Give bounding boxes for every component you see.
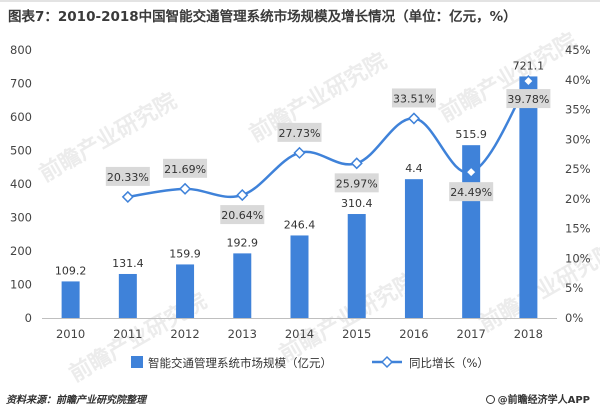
growth-label-box (163, 158, 208, 178)
y-left-tick-label: 600 (10, 110, 32, 124)
chart-title: 图表7：2010-2018中国智能交通管理系统市场规模及增长情况（单位：亿元，%… (8, 9, 517, 25)
growth-label-box (391, 88, 436, 108)
growth-label-box (220, 205, 265, 225)
bar-value-label: 131.4 (112, 257, 144, 270)
x-tick-label: 2016 (399, 327, 428, 341)
x-tick-label: 2013 (228, 327, 257, 341)
bar-value-label: 192.9 (227, 236, 259, 249)
bar (176, 264, 195, 318)
bar-value-label: 246.4 (284, 218, 316, 231)
bar-value-label: 159.9 (169, 247, 201, 260)
bar (61, 281, 80, 318)
y-right-tick-label: 40% (565, 73, 591, 87)
y-left-tick-label: 0 (25, 311, 32, 325)
x-tick-label: 2010 (56, 327, 85, 341)
growth-label-box (449, 182, 494, 202)
bar-value-label: 310.4 (341, 197, 373, 210)
y-right-tick-label: 10% (565, 251, 591, 265)
bar (519, 76, 538, 318)
bar-value-label: 109.2 (55, 264, 87, 277)
growth-marker (236, 189, 249, 202)
y-left-tick-label: 100 (10, 278, 32, 292)
growth-marker (522, 75, 535, 88)
legend-bar-swatch (131, 356, 143, 368)
y-left-tick-label: 400 (10, 177, 32, 191)
x-tick-label: 2015 (342, 327, 371, 341)
x-tick-label: 2017 (457, 327, 486, 341)
growth-label-box (506, 89, 551, 109)
y-left-tick-label: 500 (10, 144, 32, 158)
bar-value-label: 721.1 (513, 59, 545, 72)
y-right-tick-label: 0% (565, 311, 583, 325)
bar (290, 235, 309, 318)
legend-line-label: 同比增长（%） (409, 356, 489, 370)
y-right-tick-label: 30% (565, 132, 591, 146)
x-tick-label: 2011 (113, 327, 142, 341)
bar (347, 214, 366, 318)
brand-credit-text: @前瞻经济学人APP (497, 395, 590, 406)
bar-value-label: 4.4 (405, 162, 423, 175)
y-right-tick-label: 15% (565, 222, 591, 236)
growth-marker (121, 190, 134, 203)
growth-marker (465, 166, 478, 179)
growth-value-label: 24.49% (450, 186, 492, 199)
growth-value-label: 33.51% (393, 92, 435, 105)
x-tick-label: 2018 (514, 327, 543, 341)
y-right-tick-label: 20% (565, 192, 591, 206)
y-right-tick-label: 45% (565, 43, 591, 57)
brand-logo-icon (485, 395, 495, 404)
growth-label-box (334, 173, 379, 193)
y-left-tick-label: 200 (10, 244, 32, 258)
growth-value-label: 27.73% (279, 127, 321, 140)
x-tick-label: 2012 (170, 327, 199, 341)
bar (233, 253, 252, 318)
growth-value-label: 20.33% (107, 171, 149, 184)
growth-label-box (105, 166, 150, 186)
legend-bar-label: 智能交通管理系统市场规模（亿元） (148, 356, 332, 370)
growth-marker (350, 157, 363, 170)
x-tick-label: 2014 (285, 327, 314, 341)
y-left-tick-label: 800 (10, 43, 32, 57)
market-size-chart: 0 100 200 300 400 500 600 700 800 0% 5% 10% 15% 20% 25… (10, 43, 591, 370)
growth-value-label: 21.69% (164, 163, 206, 176)
growth-value-label: 25.97% (336, 177, 378, 190)
y-left-tick-label: 300 (10, 211, 32, 225)
growth-value-label: 20.64% (221, 209, 263, 222)
growth-marker (178, 182, 192, 195)
y-right-tick-label: 5% (565, 281, 583, 295)
growth-label-box (277, 122, 322, 142)
y-left-tick-label: 700 (10, 77, 32, 91)
top-border (0, 0, 600, 2)
legend-line-marker (380, 355, 394, 369)
source-note: 资料来源：前瞻产业研究院整理 (6, 395, 146, 406)
growth-marker (407, 112, 421, 125)
growth-marker (293, 146, 306, 159)
y-right-tick-label: 25% (565, 162, 591, 176)
bar-value-label: 515.9 (455, 128, 487, 141)
brand-credit: @前瞻经济学人APP (485, 391, 590, 406)
y-right-tick-label: 35% (565, 103, 591, 117)
bar (118, 273, 137, 318)
growth-value-label: 39.78% (507, 93, 549, 106)
bar (404, 179, 423, 318)
